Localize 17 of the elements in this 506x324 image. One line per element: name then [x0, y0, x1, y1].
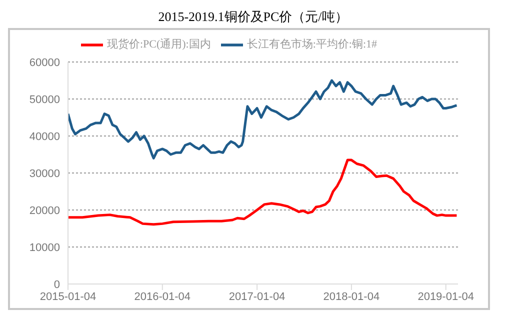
line-series: [68, 158, 458, 226]
legend-label: 现货价:PC(通用):国内: [106, 38, 211, 51]
y-tick-label: 40000: [29, 130, 60, 143]
x-tick-label: 2018-01-04: [323, 290, 380, 303]
y-tick-label: 0: [54, 278, 60, 291]
y-tick-label: 20000: [29, 204, 60, 217]
line-series: [68, 79, 458, 160]
y-tick-label: 60000: [29, 56, 60, 69]
x-tick-label: 2016-01-04: [134, 290, 191, 303]
y-tick-label: 10000: [29, 242, 60, 254]
y-tick-label: 50000: [29, 94, 60, 106]
x-tick-label: 2017-01-04: [228, 290, 286, 303]
chart-title: 2015-2019.1铜价及PC价（元/吨）: [157, 8, 349, 26]
x-tick-label: 2015-01-04: [40, 290, 96, 303]
x-tick-label: 2019-01-04: [418, 290, 474, 303]
legend-label: 长江有色市场:平均价:铜:1#: [246, 38, 378, 51]
y-tick-label: 30000: [29, 168, 60, 180]
